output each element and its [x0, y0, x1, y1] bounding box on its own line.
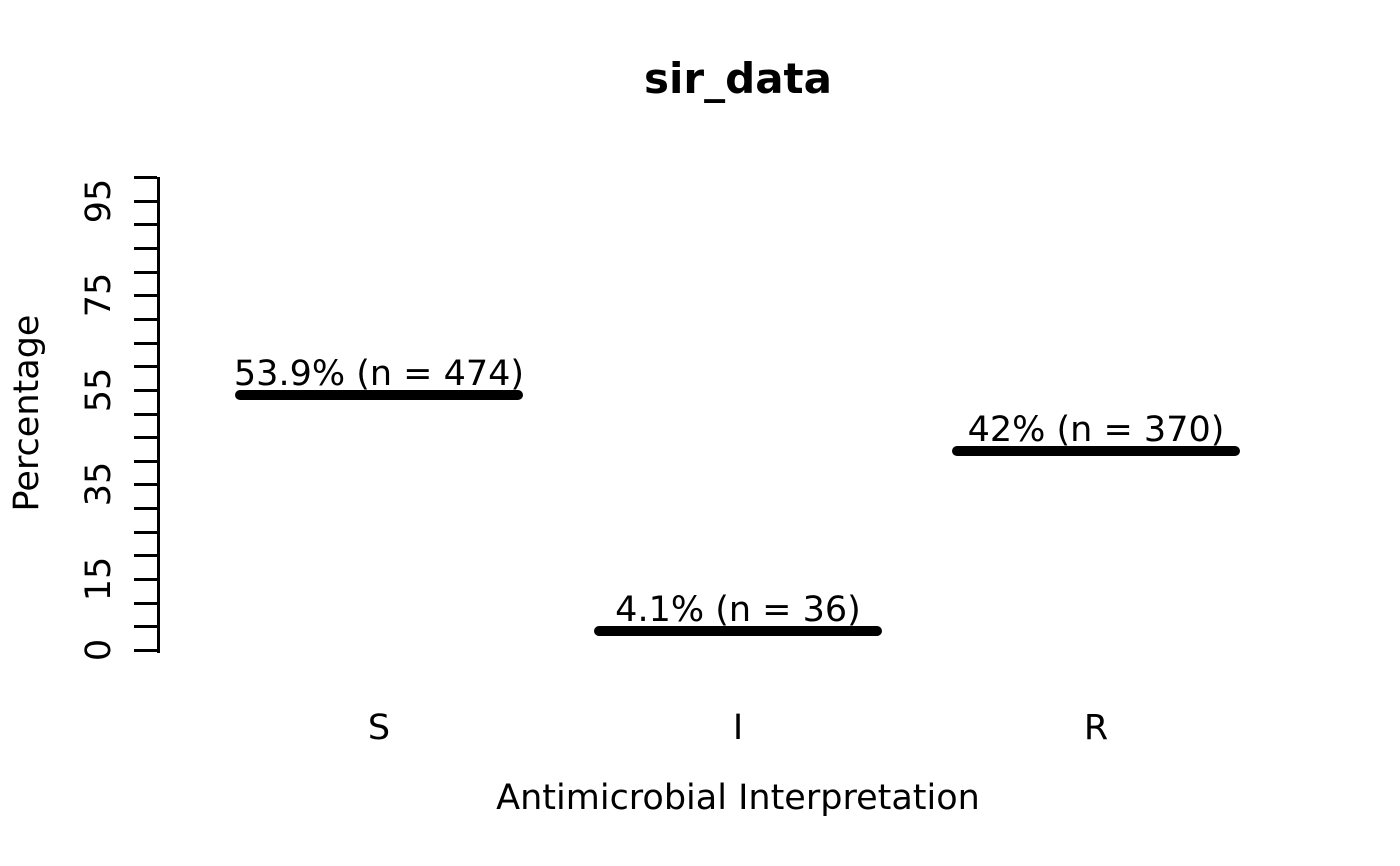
- y-axis-tick: [134, 459, 157, 463]
- y-axis-line: [157, 177, 160, 653]
- y-axis-tick: [134, 199, 157, 203]
- bar-mark-s: [235, 390, 523, 401]
- y-axis-tick: [134, 388, 157, 392]
- y-axis-tick: [134, 341, 157, 345]
- y-axis-tick-label-text: 0: [79, 638, 119, 662]
- y-axis-tick: [134, 554, 157, 558]
- y-axis-tick: [134, 601, 157, 605]
- bar-value-label-r: 42% (n = 370): [967, 410, 1225, 451]
- y-axis-tick: [134, 317, 157, 321]
- y-axis-tick: [134, 246, 157, 250]
- y-axis-tick: [134, 625, 157, 629]
- y-axis-tick-label-text: 95: [79, 178, 119, 223]
- y-axis-tick: [134, 223, 157, 227]
- y-axis-tick: [134, 294, 157, 298]
- bar-mark-r: [952, 446, 1240, 457]
- y-axis-title-text: Percentage: [7, 314, 47, 512]
- bar-mark-i: [594, 625, 882, 636]
- y-axis-tick: [134, 436, 157, 440]
- y-axis-tick: [134, 270, 157, 274]
- y-axis-tick: [134, 412, 157, 416]
- y-axis-tick-label-text: 75: [79, 272, 119, 318]
- y-axis-tick: [134, 578, 157, 582]
- y-axis-tick-label-text: 55: [79, 367, 119, 413]
- y-axis-tick: [134, 483, 157, 487]
- bar-value-label-s: 53.9% (n = 474): [233, 354, 525, 395]
- y-axis-tick: [134, 507, 157, 511]
- x-category-label-r: R: [1083, 708, 1109, 748]
- chart-title: sir_data: [644, 54, 832, 103]
- x-category-label-s: S: [367, 708, 391, 748]
- y-axis-tick-label-text: 15: [79, 556, 119, 602]
- y-axis-tick: [134, 365, 157, 369]
- x-axis-title: Antimicrobial Interpretation: [496, 778, 980, 818]
- bar-value-label-i: 4.1% (n = 36): [615, 589, 861, 630]
- y-axis-tick: [134, 649, 157, 652]
- y-axis-tick: [134, 176, 157, 179]
- y-axis-tick: [134, 530, 157, 534]
- x-category-label-i: I: [732, 708, 744, 748]
- y-axis-tick-label-text: 35: [79, 462, 119, 507]
